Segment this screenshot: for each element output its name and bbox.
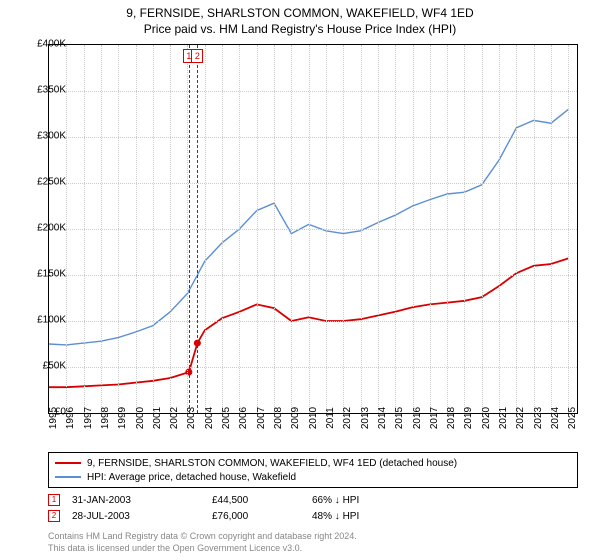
x-tick-label: 2023 bbox=[533, 407, 544, 429]
x-tick-label: 2007 bbox=[256, 407, 267, 429]
events-table: 1 31-JAN-2003 £44,500 66% ↓ HPI 2 28-JUL… bbox=[48, 492, 578, 524]
legend-box: 9, FERNSIDE, SHARLSTON COMMON, WAKEFIELD… bbox=[48, 452, 578, 488]
event-price-1: £44,500 bbox=[212, 495, 312, 506]
x-tick-label: 2020 bbox=[481, 407, 492, 429]
footer-attribution: Contains HM Land Registry data © Crown c… bbox=[48, 530, 357, 554]
x-tick-label: 2009 bbox=[290, 407, 301, 429]
x-tick-label: 2003 bbox=[186, 407, 197, 429]
x-tick-label: 2013 bbox=[360, 407, 371, 429]
x-tick-label: 2008 bbox=[273, 407, 284, 429]
y-tick-label: £400K bbox=[37, 39, 66, 50]
event-date-1: 31-JAN-2003 bbox=[72, 495, 212, 506]
x-tick-label: 2000 bbox=[135, 407, 146, 429]
legend-swatch-2 bbox=[55, 476, 81, 478]
y-tick-label: £300K bbox=[37, 131, 66, 142]
event-pct-1: 66% ↓ HPI bbox=[312, 495, 432, 506]
legend-swatch-1 bbox=[55, 462, 81, 464]
x-tick-label: 2019 bbox=[463, 407, 474, 429]
title-block: 9, FERNSIDE, SHARLSTON COMMON, WAKEFIELD… bbox=[0, 0, 600, 36]
event-price-2: £76,000 bbox=[212, 511, 312, 522]
chart-container: 9, FERNSIDE, SHARLSTON COMMON, WAKEFIELD… bbox=[0, 0, 600, 560]
event-row-2: 2 28-JUL-2003 £76,000 48% ↓ HPI bbox=[48, 508, 578, 524]
event-pct-2: 48% ↓ HPI bbox=[312, 511, 432, 522]
x-tick-label: 1996 bbox=[65, 407, 76, 429]
x-tick-label: 2014 bbox=[377, 407, 388, 429]
title-line-1: 9, FERNSIDE, SHARLSTON COMMON, WAKEFIELD… bbox=[0, 6, 600, 20]
x-tick-label: 1995 bbox=[48, 407, 59, 429]
y-tick-label: £200K bbox=[37, 223, 66, 234]
chart-plot-area: 12 bbox=[48, 44, 578, 414]
x-tick-label: 2010 bbox=[308, 407, 319, 429]
x-tick-label: 1998 bbox=[100, 407, 111, 429]
x-tick-label: 2011 bbox=[325, 407, 336, 429]
x-tick-label: 2006 bbox=[238, 407, 249, 429]
x-tick-label: 2016 bbox=[412, 407, 423, 429]
legend-label-1: 9, FERNSIDE, SHARLSTON COMMON, WAKEFIELD… bbox=[87, 458, 457, 469]
event-marker-2: 2 bbox=[48, 510, 60, 522]
x-tick-label: 2012 bbox=[342, 407, 353, 429]
x-tick-label: 2017 bbox=[429, 407, 440, 429]
event-marker-flag: 2 bbox=[191, 49, 203, 63]
y-tick-label: £100K bbox=[37, 315, 66, 326]
x-tick-label: 2005 bbox=[221, 407, 232, 429]
x-tick-label: 2015 bbox=[394, 407, 405, 429]
y-tick-label: £250K bbox=[37, 177, 66, 188]
x-tick-label: 1997 bbox=[83, 407, 94, 429]
x-tick-label: 2021 bbox=[498, 407, 509, 429]
legend-label-2: HPI: Average price, detached house, Wake… bbox=[87, 472, 296, 483]
x-tick-label: 2002 bbox=[169, 407, 180, 429]
x-tick-label: 2018 bbox=[446, 407, 457, 429]
footer-line-1: Contains HM Land Registry data © Crown c… bbox=[48, 530, 357, 542]
x-tick-label: 1999 bbox=[117, 407, 128, 429]
event-row-1: 1 31-JAN-2003 £44,500 66% ↓ HPI bbox=[48, 492, 578, 508]
x-tick-label: 2001 bbox=[152, 407, 163, 429]
y-tick-label: £350K bbox=[37, 85, 66, 96]
legend-item-1: 9, FERNSIDE, SHARLSTON COMMON, WAKEFIELD… bbox=[55, 456, 571, 470]
y-tick-label: £150K bbox=[37, 269, 66, 280]
footer-line-2: This data is licensed under the Open Gov… bbox=[48, 542, 357, 554]
y-tick-label: £50K bbox=[43, 361, 66, 372]
event-marker-1: 1 bbox=[48, 494, 60, 506]
x-tick-label: 2024 bbox=[550, 407, 561, 429]
x-tick-label: 2025 bbox=[567, 407, 578, 429]
x-tick-label: 2022 bbox=[515, 407, 526, 429]
event-date-2: 28-JUL-2003 bbox=[72, 511, 212, 522]
x-tick-label: 2004 bbox=[204, 407, 215, 429]
title-line-2: Price paid vs. HM Land Registry's House … bbox=[0, 22, 600, 36]
legend-item-2: HPI: Average price, detached house, Wake… bbox=[55, 470, 571, 484]
